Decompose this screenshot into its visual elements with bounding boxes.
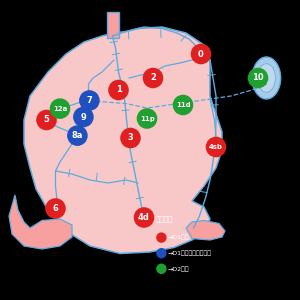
- Circle shape: [121, 128, 140, 148]
- Circle shape: [143, 68, 163, 88]
- Circle shape: [37, 110, 56, 130]
- Circle shape: [68, 126, 87, 145]
- PathPatch shape: [186, 220, 225, 240]
- PathPatch shape: [106, 12, 119, 38]
- Circle shape: [206, 137, 226, 157]
- Text: →D1郭清: →D1郭清: [168, 235, 190, 240]
- Circle shape: [248, 68, 268, 88]
- Text: →D1＋（プラス）郭清: →D1＋（プラス）郭清: [168, 250, 212, 256]
- Text: 1: 1: [116, 85, 122, 94]
- Text: 5: 5: [44, 116, 50, 124]
- PathPatch shape: [9, 195, 72, 249]
- Circle shape: [80, 91, 99, 110]
- Text: 0: 0: [198, 50, 204, 58]
- Text: 9: 9: [80, 112, 86, 122]
- Text: 3: 3: [128, 134, 134, 142]
- Text: 6: 6: [52, 204, 59, 213]
- Circle shape: [109, 80, 128, 100]
- Text: 10: 10: [252, 74, 264, 82]
- Text: 7: 7: [86, 96, 92, 105]
- Circle shape: [157, 249, 166, 258]
- Text: →D2郭清: →D2郭清: [168, 266, 190, 272]
- Text: 胃全摘術: 胃全摘術: [156, 215, 173, 222]
- Text: 2: 2: [150, 74, 156, 82]
- Circle shape: [134, 208, 154, 227]
- Text: 8a: 8a: [72, 131, 83, 140]
- PathPatch shape: [24, 27, 222, 254]
- Text: 4sb: 4sb: [209, 144, 223, 150]
- Circle shape: [191, 44, 211, 64]
- Circle shape: [50, 99, 70, 118]
- Ellipse shape: [257, 64, 275, 92]
- Circle shape: [137, 109, 157, 128]
- Circle shape: [74, 107, 93, 127]
- Circle shape: [46, 199, 65, 218]
- Text: 4d: 4d: [138, 213, 150, 222]
- Text: 11p: 11p: [140, 116, 154, 122]
- Text: 12a: 12a: [53, 106, 67, 112]
- Circle shape: [157, 233, 166, 242]
- Circle shape: [173, 95, 193, 115]
- Ellipse shape: [252, 57, 281, 99]
- Circle shape: [157, 264, 166, 273]
- Text: 11d: 11d: [176, 102, 190, 108]
